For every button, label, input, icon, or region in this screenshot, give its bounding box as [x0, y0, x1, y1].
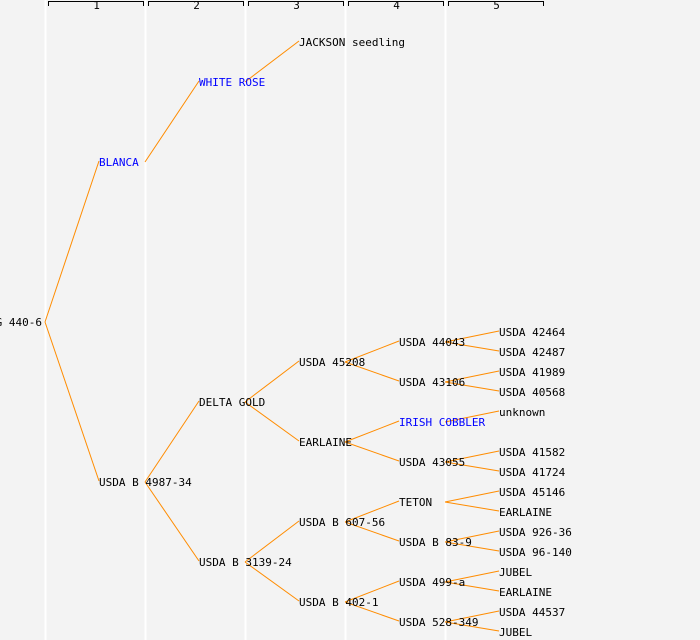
- pedigree-connector: [444, 581, 500, 592]
- pedigree-node: USDA 44043: [399, 336, 465, 349]
- pedigree-connectors: [44, 40, 500, 632]
- pedigree-connector: [444, 341, 500, 352]
- pedigree-connector: [344, 340, 400, 363]
- pedigree-link[interactable]: IRISH COBBLER: [399, 416, 485, 429]
- pedigree-node: USDA 96-140: [499, 546, 572, 559]
- pedigree-connector: [444, 370, 500, 383]
- pedigree-connector: [44, 160, 100, 323]
- generation-number: 2: [193, 0, 200, 12]
- generation-number: 5: [493, 0, 500, 12]
- generation-number: 4: [393, 0, 400, 12]
- pedigree-node: USDA 528-349: [399, 616, 478, 629]
- root-variety: G 440-6: [0, 316, 42, 329]
- pedigree-node: JACKSON seedling: [299, 36, 405, 49]
- pedigree-connector: [444, 541, 500, 552]
- pedigree-connector: [444, 330, 500, 343]
- pedigree-connector: [244, 401, 300, 442]
- pedigree-node: USDA 43055: [399, 456, 465, 469]
- pedigree-connector: [444, 570, 500, 583]
- pedigree-connector: [244, 360, 300, 403]
- generation-bracket: [348, 1, 444, 6]
- pedigree-connector: [344, 441, 400, 462]
- pedigree-connector: [344, 361, 400, 382]
- pedigree-connector: [144, 80, 200, 163]
- pedigree-node: TETON: [399, 496, 432, 509]
- generation-bracket: [248, 1, 344, 6]
- pedigree-node: JUBEL: [499, 626, 532, 639]
- pedigree-connector: [144, 400, 200, 483]
- pedigree-connector: [444, 450, 500, 463]
- pedigree-connector: [344, 601, 400, 622]
- pedigree-connector: [44, 321, 100, 482]
- pedigree-connector: [444, 501, 500, 512]
- pedigree-node: USDA 41582: [499, 446, 565, 459]
- pedigree-node: USDA 42487: [499, 346, 565, 359]
- pedigree-labels: G 440-6 BLANCA WHITE ROSE JACKSON seedling U…: [0, 36, 572, 639]
- pedigree-node: USDA 41989: [499, 366, 565, 379]
- pedigree-node: USDA 45208: [299, 356, 365, 369]
- pedigree-node: USDA 926-36: [499, 526, 572, 539]
- generation-bracket: [448, 1, 544, 6]
- pedigree-node: USDA 41724: [499, 466, 566, 479]
- pedigree-node: USDA 45146: [499, 486, 565, 499]
- pedigree-node: USDA B 402-1: [299, 596, 378, 609]
- pedigree-connector: [444, 461, 500, 472]
- pedigree-connector: [344, 521, 400, 542]
- pedigree-node: unknown: [499, 406, 545, 419]
- column-dividers: [44, 0, 447, 640]
- pedigree-node: USDA B 4987-34: [99, 476, 192, 489]
- generation-headers: 1 2 3 4 5: [48, 0, 544, 12]
- generation-number: 1: [93, 0, 100, 12]
- pedigree-connector: [444, 610, 500, 623]
- pedigree-node: USDA B 83-9: [399, 536, 472, 549]
- pedigree-connector: [444, 530, 500, 543]
- pedigree-connector: [244, 520, 300, 563]
- pedigree-connector: [444, 410, 500, 423]
- pedigree-node: DELTA GOLD: [199, 396, 265, 409]
- pedigree-connector: [444, 490, 500, 503]
- pedigree-connector: [344, 580, 400, 603]
- pedigree-connector: [144, 481, 200, 562]
- pedigree-link[interactable]: WHITE ROSE: [199, 76, 265, 89]
- pedigree-node: USDA 499-a: [399, 576, 465, 589]
- pedigree-node: USDA B 607-56: [299, 516, 385, 529]
- pedigree-node: EARLAINE: [299, 436, 352, 449]
- pedigree-node: USDA 43106: [399, 376, 465, 389]
- pedigree-node: USDA 44537: [499, 606, 565, 619]
- generation-bracket: [48, 1, 144, 6]
- pedigree-connector: [444, 621, 500, 632]
- pedigree-connector: [344, 420, 400, 443]
- pedigree-node: EARLAINE: [499, 586, 552, 599]
- pedigree-connector: [344, 500, 400, 523]
- pedigree-node: EARLAINE: [499, 506, 552, 519]
- generation-number: 3: [293, 0, 300, 12]
- pedigree-connector: [244, 40, 300, 83]
- pedigree-node: JUBEL: [499, 566, 532, 579]
- pedigree-node: USDA 40568: [499, 386, 565, 399]
- generation-bracket: [148, 1, 244, 6]
- pedigree-node: USDA B 3139-24: [199, 556, 292, 569]
- pedigree-connector: [244, 561, 300, 602]
- pedigree-connector: [444, 381, 500, 392]
- pedigree-link[interactable]: BLANCA: [99, 156, 139, 169]
- pedigree-node: USDA 42464: [499, 326, 566, 339]
